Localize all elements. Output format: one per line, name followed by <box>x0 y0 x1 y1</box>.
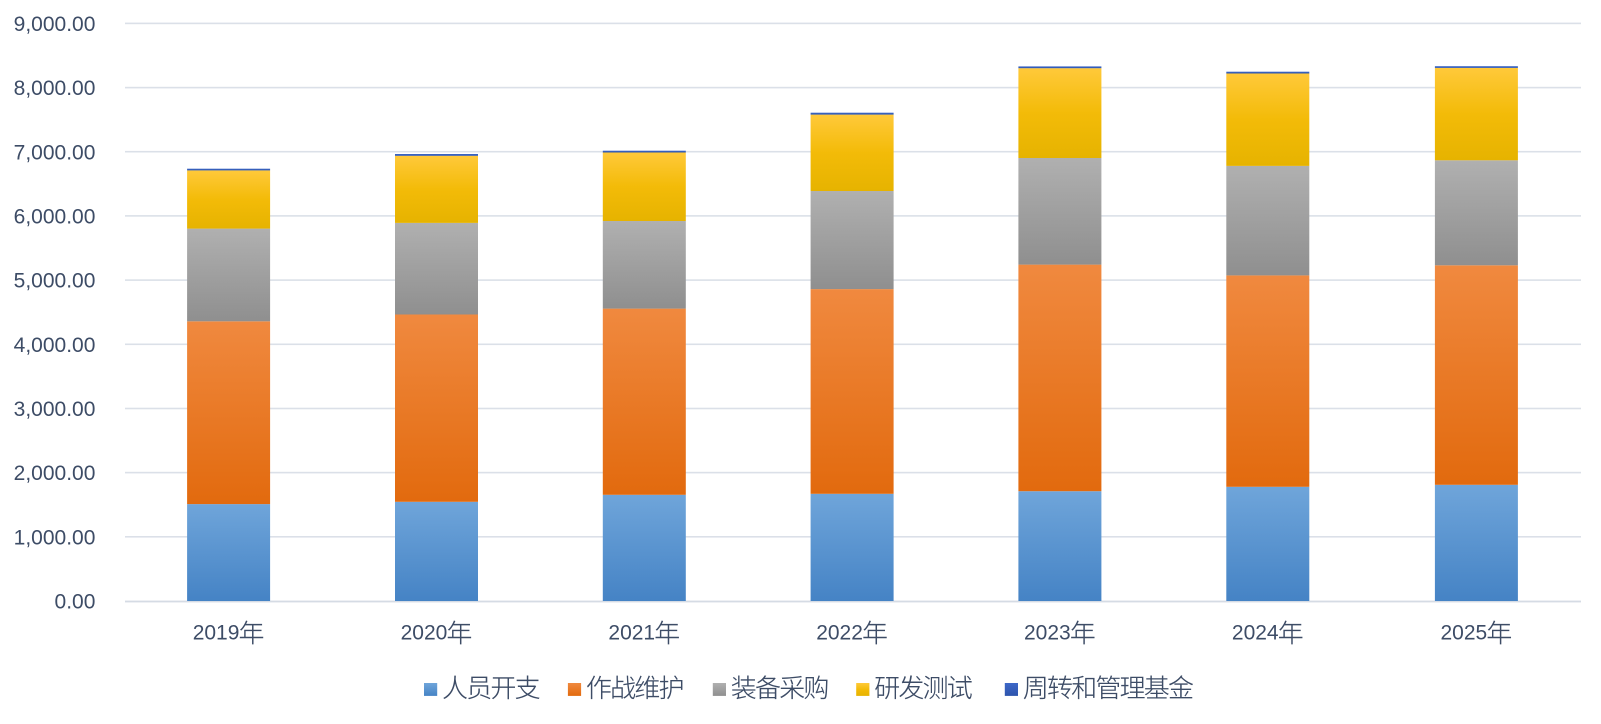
svg-text:2021: 2021 <box>608 621 655 644</box>
svg-text:2025: 2025 <box>1441 621 1488 644</box>
svg-text:2019: 2019 <box>193 621 240 644</box>
svg-text:1,000.00: 1,000.00 <box>14 526 96 549</box>
svg-text:5,000.00: 5,000.00 <box>14 270 96 293</box>
svg-text:2024: 2024 <box>1232 621 1279 644</box>
svg-text:3,000.00: 3,000.00 <box>14 398 96 421</box>
svg-text:2020: 2020 <box>401 621 448 644</box>
svg-text:9,000.00: 9,000.00 <box>14 13 96 36</box>
svg-text:8,000.00: 8,000.00 <box>14 77 96 100</box>
svg-text:4,000.00: 4,000.00 <box>14 334 96 357</box>
svg-text:7,000.00: 7,000.00 <box>14 141 96 164</box>
svg-text:2023: 2023 <box>1024 621 1071 644</box>
svg-text:0.00: 0.00 <box>55 591 96 614</box>
svg-text:2022: 2022 <box>816 621 863 644</box>
svg-text:2,000.00: 2,000.00 <box>14 462 96 485</box>
svg-text:6,000.00: 6,000.00 <box>14 206 96 229</box>
